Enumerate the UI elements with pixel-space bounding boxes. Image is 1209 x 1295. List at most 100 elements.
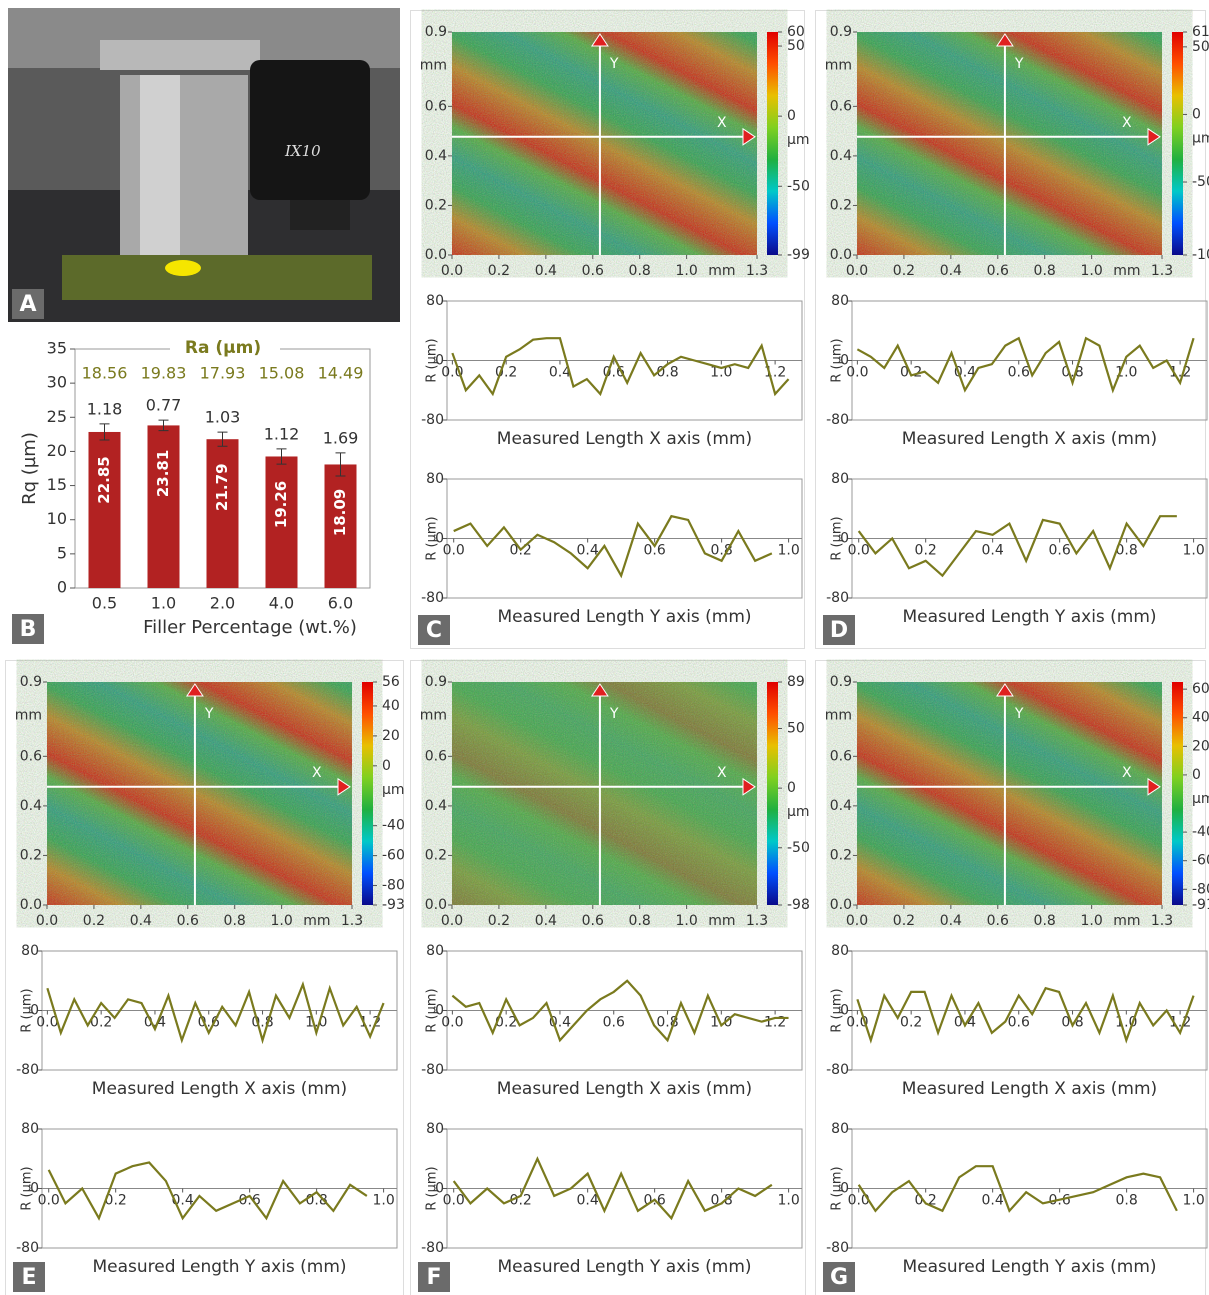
x-tick-label: 1.3	[746, 913, 768, 929]
y-tick-label: 35	[47, 339, 67, 358]
error-label: 1.18	[87, 399, 123, 418]
x-tick-label: 0.6	[644, 543, 666, 559]
colorbar-tick-label: -60	[1192, 853, 1209, 869]
x-tick-label: 1.0	[151, 594, 176, 613]
x-axis-label: Measured Length Y axis (mm)	[902, 1257, 1156, 1277]
axis-name: Y	[609, 56, 619, 72]
y-axis-label: R (µm)	[20, 988, 35, 1032]
panel-label-box	[418, 615, 450, 645]
y-tick-label: 80	[831, 471, 849, 487]
bar	[265, 456, 298, 588]
y-tick-label: 80	[426, 471, 444, 487]
x-tick-label: 1.0	[710, 365, 732, 381]
x-axis-label: Measured Length Y axis (mm)	[902, 607, 1156, 627]
arrow-head	[1147, 127, 1161, 146]
y-tick-label: 0.2	[425, 847, 447, 863]
y-tick-label: -80	[421, 1240, 444, 1256]
axis-name: Y	[1014, 56, 1024, 72]
x-tick-label: 1.0	[1182, 543, 1204, 559]
x-unit: mm	[708, 263, 735, 279]
x-tick-label: 0.0	[441, 913, 463, 929]
panel-frame	[410, 660, 806, 1295]
bar-value: 23.81	[154, 450, 172, 497]
title-bg	[170, 336, 280, 360]
x-tick-label: 2.0	[210, 594, 235, 613]
x-tick-label: 1.0	[777, 1193, 799, 1209]
arrow-head	[590, 33, 609, 47]
x-tick-label: 0.0	[441, 263, 463, 279]
colorbar-tick-label: 20	[382, 728, 400, 744]
x-tick-label: 0.0	[846, 913, 868, 929]
y-tick-label: 0.9	[425, 674, 447, 690]
profile-line	[452, 1156, 773, 1221]
ra-value: 19.83	[141, 364, 187, 383]
x-tick-label: 0.2	[495, 365, 517, 381]
x-tick-label: 0.2	[90, 1015, 112, 1031]
y-axis-label: R (µm)	[425, 988, 440, 1032]
colorbar-tick-label: -50	[1192, 174, 1209, 190]
y-tick-label: 0.0	[425, 897, 447, 913]
y-axis-label: R (µm)	[830, 516, 845, 560]
axis-name: X	[1122, 115, 1132, 131]
error-bar	[217, 431, 228, 447]
surface-noise	[857, 32, 1162, 255]
y-axis-label: Rq (µm)	[19, 432, 40, 505]
colorbar-tick-label: -80	[382, 878, 405, 894]
colorbar-tick-label: -104	[1192, 247, 1209, 263]
x-tick-label: 0.6	[603, 1015, 625, 1031]
y-tick-label: 0.6	[425, 98, 447, 114]
colorbar-tick-label: 0	[382, 758, 391, 774]
y-tick-label: -80	[826, 1240, 849, 1256]
panel-label: B	[20, 617, 37, 642]
colorbar-tick-label: -91	[1192, 897, 1209, 913]
x-axis-label: Measured Length X axis (mm)	[497, 429, 752, 449]
x-tick-label: 1.2	[1169, 365, 1191, 381]
arrow-head	[995, 683, 1014, 697]
panel-label-box	[12, 614, 44, 644]
bar-value: 22.85	[95, 456, 113, 503]
colorbar-tick-label: 40	[1192, 710, 1209, 726]
x-tick-label: 0.6	[582, 263, 604, 279]
colorbar-tick-label: -50	[787, 178, 810, 194]
panel-label-box	[823, 615, 855, 645]
x-tick-label: 0.8	[629, 913, 651, 929]
bar	[206, 439, 239, 588]
profile-line	[856, 336, 1195, 394]
surface-noise	[857, 682, 1162, 905]
x-tick-label: 0.8	[224, 913, 246, 929]
colorbar-tick-label: 20	[1192, 738, 1209, 754]
error-label: 1.03	[205, 408, 241, 427]
error-label: 1.12	[264, 424, 300, 443]
y-tick-label: 0.4	[425, 798, 447, 814]
colorbar-tick-label: 40	[382, 698, 400, 714]
arrow-head	[590, 683, 609, 697]
photo-text: IX10	[284, 142, 321, 160]
y-unit: mm	[15, 707, 42, 723]
x-tick-label: 0.4	[577, 543, 599, 559]
colorbar-unit: µm	[787, 132, 810, 148]
x-tick-label: 1.0	[777, 543, 799, 559]
axis-name: X	[312, 765, 322, 781]
bar	[88, 431, 121, 588]
x-tick-label: 0.2	[893, 263, 915, 279]
y-tick-label: 80	[831, 1121, 849, 1137]
axis-name: X	[1122, 765, 1132, 781]
axis-name: Y	[1014, 706, 1024, 722]
colorbar	[767, 682, 778, 905]
panel-label: E	[21, 1265, 36, 1290]
colorbar-tick-label: 60	[1192, 681, 1209, 697]
colorbar-tick-label: -60	[382, 848, 405, 864]
y-unit: mm	[825, 707, 852, 723]
colorbar	[1172, 682, 1183, 905]
x-axis-label: Filler Percentage (wt.%)	[143, 617, 357, 638]
x-tick-label: 0.8	[1034, 263, 1056, 279]
profile-line	[856, 986, 1195, 1044]
colorbar-tick-label: 0	[787, 108, 796, 124]
x-axis-label: Measured Length X axis (mm)	[902, 429, 1157, 449]
ra-value: 17.93	[200, 364, 246, 383]
colorbar-tick-label: 61	[1192, 24, 1209, 40]
y-axis-label: R (µm)	[20, 1166, 35, 1210]
y-axis-label: R (µm)	[830, 338, 845, 382]
y-tick-label: 80	[426, 293, 444, 309]
panel-label: G	[830, 1265, 848, 1290]
